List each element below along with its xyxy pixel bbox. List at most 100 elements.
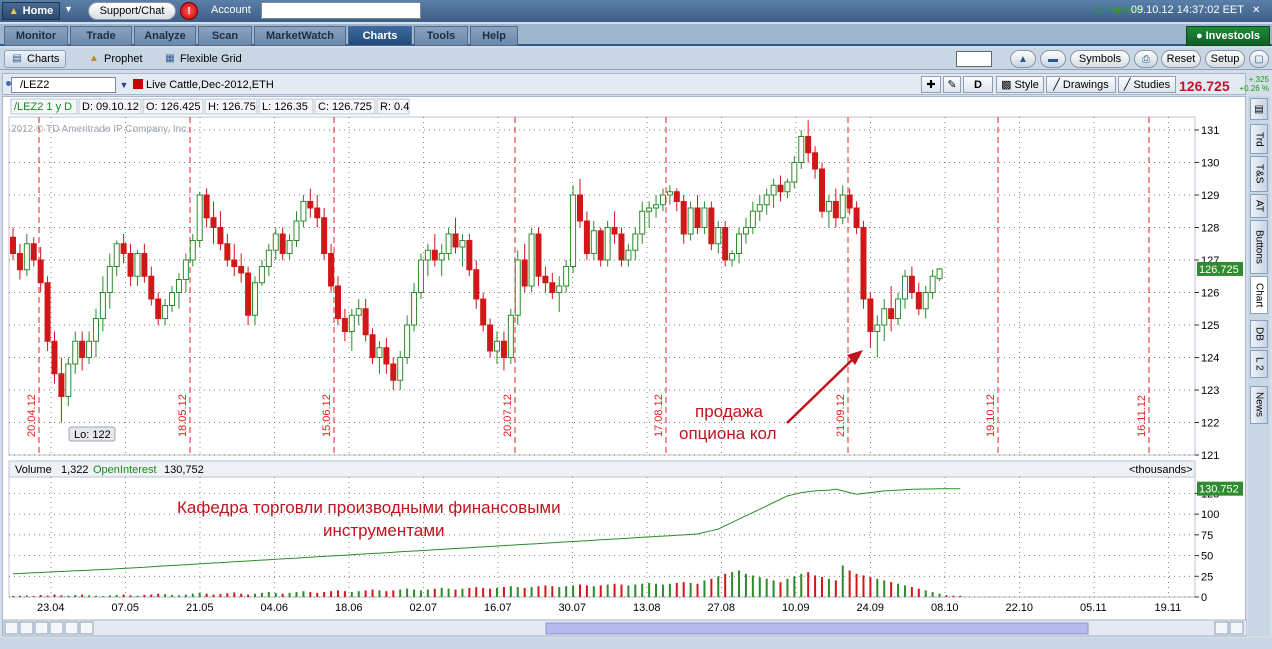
candle-body bbox=[576, 194, 583, 222]
candle-body bbox=[825, 201, 832, 212]
sidebar-chart-icon[interactable]: ▤ bbox=[1250, 98, 1268, 120]
popout-icon[interactable]: ▢ bbox=[1249, 50, 1269, 68]
candle-body bbox=[542, 275, 549, 284]
candle bbox=[99, 276, 106, 332]
support-chat-button[interactable]: Support/Chat bbox=[88, 2, 176, 20]
date-tick-label: 08.10 bbox=[931, 602, 959, 614]
candle-body bbox=[507, 314, 514, 358]
candle-body bbox=[466, 240, 473, 271]
candle bbox=[521, 243, 528, 293]
sidebar-tab-chart[interactable]: Chart bbox=[1250, 276, 1268, 314]
close-icon[interactable]: ✕ bbox=[1252, 5, 1261, 16]
volume-bar bbox=[371, 589, 374, 597]
candle bbox=[30, 237, 37, 267]
volume-bar bbox=[689, 582, 692, 597]
candle bbox=[155, 292, 162, 325]
tab-help[interactable]: Help bbox=[470, 26, 518, 46]
sidebar-tab-news[interactable]: News bbox=[1250, 386, 1268, 424]
candle bbox=[487, 318, 494, 358]
symbols-button[interactable]: Symbols bbox=[1070, 50, 1130, 68]
tab-charts[interactable]: Charts bbox=[348, 26, 412, 46]
layout-selector[interactable] bbox=[956, 51, 992, 67]
subtab-charts[interactable]: ▤ Charts bbox=[4, 50, 67, 68]
candle bbox=[238, 253, 245, 283]
symbol-link-icon[interactable] bbox=[6, 81, 11, 86]
chart-panel[interactable]: 20.04.12 18.05.12 15.06.12 20.07.12 17.08.12… bbox=[2, 96, 1247, 637]
chevron-left-icon[interactable] bbox=[79, 621, 94, 635]
candle bbox=[272, 227, 279, 260]
expand-icon[interactable] bbox=[1229, 621, 1244, 635]
volume-bar bbox=[572, 585, 575, 597]
zoom-in-icon[interactable] bbox=[19, 621, 34, 635]
chevron-right-icon[interactable] bbox=[1214, 621, 1229, 635]
zoom-out-icon[interactable] bbox=[34, 621, 49, 635]
candle bbox=[148, 266, 155, 306]
volume-bar bbox=[820, 577, 823, 597]
symbol-input[interactable] bbox=[11, 77, 116, 93]
sidebar-tab-trd[interactable]: Trd bbox=[1250, 124, 1268, 154]
symbol-description: Live Cattle,Dec-2012,ETH bbox=[133, 79, 274, 91]
chevron-down-icon[interactable]: ▼ bbox=[64, 4, 73, 14]
candle bbox=[653, 195, 660, 218]
volume-bar bbox=[136, 595, 139, 597]
zoom-fit-icon[interactable] bbox=[49, 621, 64, 635]
scrollbar-thumb bbox=[545, 622, 1089, 635]
candle bbox=[500, 331, 507, 371]
sidebar-tab-l2[interactable]: L 2 bbox=[1250, 350, 1268, 378]
account-field[interactable] bbox=[261, 2, 421, 19]
sidebar-tab-ts[interactable]: T&S bbox=[1250, 156, 1268, 192]
volume-bar bbox=[855, 573, 858, 597]
chart-scrollbar[interactable] bbox=[3, 619, 1247, 637]
sidebar-tab-buttons[interactable]: Buttons bbox=[1250, 220, 1268, 274]
zoom-all-icon[interactable] bbox=[4, 621, 19, 635]
tab-monitor[interactable]: Monitor bbox=[4, 26, 68, 46]
style-button[interactable]: ▩ Style bbox=[996, 76, 1044, 93]
candle-body bbox=[37, 259, 44, 284]
candle bbox=[722, 221, 729, 267]
volume-bar bbox=[191, 593, 194, 597]
period-button[interactable]: D bbox=[963, 76, 993, 93]
crosshair-icon[interactable]: ✚ bbox=[921, 76, 941, 93]
candle-body bbox=[134, 253, 141, 277]
sidebar-tab-at[interactable]: AT bbox=[1250, 194, 1268, 218]
setup-button[interactable]: Setup bbox=[1205, 50, 1245, 68]
volume-bar bbox=[793, 576, 796, 597]
volume-bar bbox=[309, 592, 312, 597]
tab-trade[interactable]: Trade bbox=[70, 26, 132, 46]
volume-bar bbox=[198, 592, 201, 597]
tab-scan[interactable]: Scan bbox=[198, 26, 252, 46]
tab-tools[interactable]: Tools bbox=[414, 26, 468, 46]
studies-button[interactable]: ╱ Studies bbox=[1118, 76, 1176, 93]
reset-button[interactable]: Reset bbox=[1161, 50, 1201, 68]
volume-bar bbox=[274, 592, 277, 597]
alert-button[interactable]: ! bbox=[180, 2, 198, 20]
subtab-flexible-grid[interactable]: ▦ Flexible Grid bbox=[158, 50, 248, 68]
bell-icon[interactable]: ▲ bbox=[1010, 50, 1036, 68]
header-date: D: 09.10.12 bbox=[82, 101, 139, 113]
sidebar-tab-db[interactable]: DB bbox=[1250, 320, 1268, 348]
link-icon[interactable]: ▬ bbox=[1040, 50, 1066, 68]
price-chart[interactable]: 20.04.12 18.05.12 15.06.12 20.07.12 17.08.12… bbox=[3, 97, 1247, 637]
volume-bar bbox=[12, 596, 14, 597]
chevron-down-icon[interactable]: ▼ bbox=[119, 80, 129, 90]
candle-body bbox=[618, 233, 625, 261]
tab-analyze[interactable]: Analyze bbox=[134, 26, 196, 46]
print-icon[interactable]: ⎙ bbox=[1134, 50, 1158, 68]
volume-bar bbox=[731, 572, 734, 597]
month-marker-label: 21.09.12 bbox=[835, 394, 847, 437]
volume-tick-label: 0 bbox=[1201, 592, 1207, 604]
brand-logo: ● Investools bbox=[1186, 26, 1270, 46]
open-interest-line bbox=[12, 488, 961, 575]
volume-tick-label: 50 bbox=[1201, 551, 1213, 563]
drawings-button[interactable]: ╱ Drawings bbox=[1046, 76, 1116, 93]
subtab-prophet[interactable]: ▲ Prophet bbox=[82, 50, 149, 68]
candle-body bbox=[749, 210, 756, 228]
volume-bar bbox=[357, 591, 360, 597]
volume-bar bbox=[101, 596, 104, 597]
pencil-icon[interactable]: ✎ bbox=[943, 76, 961, 93]
home-button[interactable]: ▲ Home bbox=[2, 2, 60, 20]
hand-icon[interactable] bbox=[64, 621, 79, 635]
annotation-line-1: продажа bbox=[695, 402, 763, 421]
tab-marketwatch[interactable]: MarketWatch bbox=[254, 26, 346, 46]
volume-bar bbox=[578, 584, 581, 597]
